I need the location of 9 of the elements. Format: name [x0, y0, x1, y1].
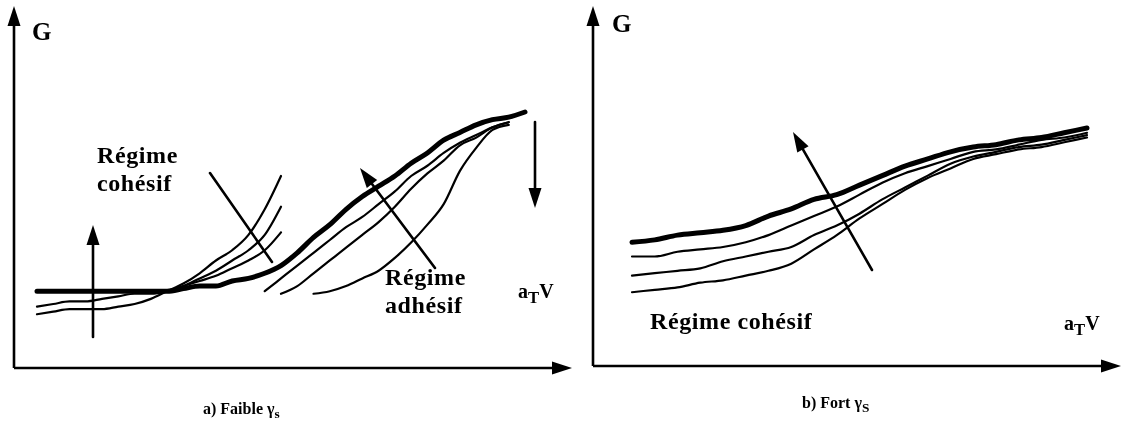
- x-axis-title: a$_{T}$V: [518, 280, 554, 308]
- y-axis-title: G: [612, 10, 632, 38]
- text: b) Fort γ$_{S}$: [802, 394, 870, 417]
- annotation: Régime cohésif: [650, 307, 814, 335]
- annotation: Régime adhésif: [385, 263, 467, 319]
- y-axis-title: G: [32, 18, 52, 46]
- x-axis-title: a$_{T}$V: [1064, 312, 1100, 340]
- text: a) Faible γ$_{s}$: [203, 400, 280, 423]
- annotation: Régime cohésif: [97, 141, 179, 197]
